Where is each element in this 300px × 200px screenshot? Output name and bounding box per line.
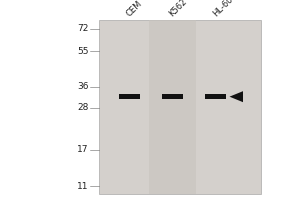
Text: 17: 17 xyxy=(77,145,88,154)
Bar xyxy=(118,94,140,99)
Text: 55: 55 xyxy=(77,47,88,56)
Polygon shape xyxy=(230,91,243,102)
Text: K562: K562 xyxy=(168,0,189,18)
Text: HL-60: HL-60 xyxy=(211,0,235,18)
Text: 72: 72 xyxy=(77,24,88,33)
Bar xyxy=(99,20,261,194)
Text: 36: 36 xyxy=(77,82,88,91)
Bar xyxy=(162,94,183,99)
Bar xyxy=(206,94,226,99)
Text: 11: 11 xyxy=(77,182,88,191)
Text: CEM: CEM xyxy=(124,0,143,18)
Bar xyxy=(149,20,196,194)
Text: 28: 28 xyxy=(77,103,88,112)
